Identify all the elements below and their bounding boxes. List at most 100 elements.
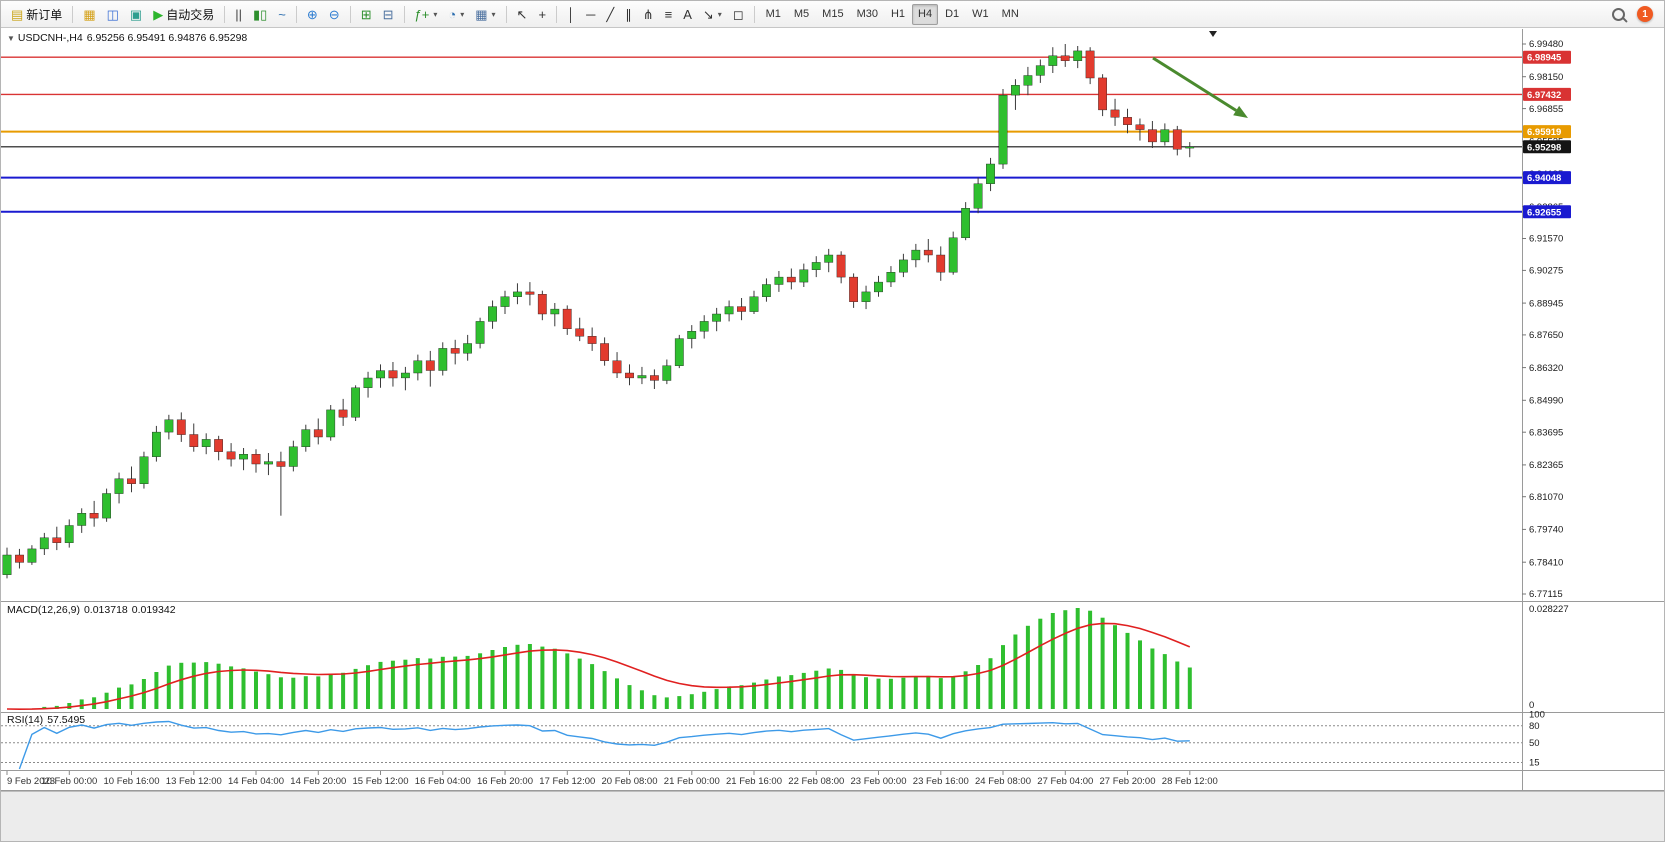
cascade-windows-icon[interactable]: ⊟: [378, 4, 399, 25]
rsi-scale-label: 100: [1529, 710, 1545, 721]
fibonacci-tool-icon[interactable]: ≡: [660, 4, 678, 25]
channel-tool-icon[interactable]: ∥: [620, 4, 637, 25]
macd-histogram-bar: [1088, 610, 1093, 709]
macd-histogram-bar: [403, 659, 408, 709]
macd-histogram-bar: [988, 658, 993, 709]
timeframe-h1[interactable]: H1: [890, 8, 906, 20]
chart-symbol-period: USDCNH-,H4: [17, 32, 83, 44]
bull-candle: [1185, 146, 1195, 149]
timeframe-m1[interactable]: M1: [765, 8, 781, 20]
horizontal-line-tool-icon[interactable]: ─: [581, 4, 600, 25]
text-tool-icon[interactable]: A: [678, 4, 697, 25]
shapes-tool-icon[interactable]: ◻: [728, 4, 749, 25]
zoom-out-icon[interactable]: ⊖: [324, 4, 345, 25]
chart-menu-toggle-icon[interactable]: ▼: [7, 34, 15, 43]
price-axis-label: 6.99480: [1529, 39, 1563, 50]
macd-histogram-bar: [478, 653, 483, 709]
navigator-icon[interactable]: ▣: [125, 4, 147, 25]
zoom-in-icon[interactable]: ⊕: [302, 4, 323, 25]
time-axis-label: 24 Feb 08:00: [975, 776, 1031, 787]
bar-chart-icon[interactable]: ||: [230, 4, 247, 25]
macd-histogram-bar: [79, 699, 84, 709]
chart-shift-marker[interactable]: [1209, 31, 1217, 37]
timeframe-m5[interactable]: M5: [793, 8, 810, 20]
time-axis-label: 14 Feb 04:00: [228, 776, 284, 787]
notification-badge[interactable]: 1: [1637, 6, 1653, 22]
market-watch-icon[interactable]: ◫: [102, 4, 124, 25]
toolbar-buttons: ▤ 新订单 ▦ ◫ ▣ ▶ 自动交易 || ▮▯ ~ ⊕ ⊖ ⊞ ⊟ ƒ+ ▾ ◔ ▾ ▦ ▾ ↖ + │ ─ ╱ ∥ ⋔ ≡ A ↘ ▾ ◻…: [6, 3, 1025, 25]
indicators-add-icon[interactable]: ƒ+ ▾: [410, 4, 443, 25]
trendline-tool-icon[interactable]: ╱: [601, 4, 619, 25]
macd-histogram-bar: [565, 653, 570, 709]
fibonacci-tool-icon: ≡: [664, 6, 673, 22]
timeframe-mn[interactable]: MN: [1001, 8, 1019, 20]
periodicity-icon[interactable]: ◔ ▾: [443, 4, 469, 25]
arrows-tool-icon[interactable]: ↘ ▾: [698, 4, 727, 25]
line-chart-icon[interactable]: ~: [273, 4, 291, 25]
chart-ohlc-values: 6.95256 6.95491 6.94876 6.95298: [86, 32, 248, 44]
cursor-tool-icon: ↖: [516, 6, 528, 22]
pitchfork-tool-icon[interactable]: ⋔: [638, 4, 659, 25]
time-axis-label: 27 Feb 20:00: [1100, 776, 1156, 787]
macd-histogram-bar: [1013, 634, 1018, 709]
arrows-tool-icon-caret[interactable]: ▾: [717, 9, 722, 19]
rsi-name: RSI(14): [7, 714, 44, 726]
pitchfork-tool-icon: ⋔: [642, 6, 654, 22]
chart-template-icon-caret[interactable]: ▾: [491, 9, 496, 19]
macd-histogram-bar: [204, 662, 209, 709]
macd-histogram-bar: [727, 686, 732, 709]
macd-histogram-bar: [154, 672, 159, 709]
bull-candle: [824, 254, 834, 263]
candlestick-chart-icon[interactable]: ▮▯: [248, 4, 272, 25]
bull-candle: [102, 493, 112, 519]
macd-histogram-bar: [1025, 625, 1030, 709]
bull-candle: [114, 478, 124, 494]
periodicity-icon-caret[interactable]: ▾: [460, 9, 465, 19]
bull-candle: [749, 296, 759, 312]
trend-arrow-head[interactable]: [1233, 105, 1248, 118]
bear-candle: [625, 372, 634, 379]
annotations-layer[interactable]: [1152, 31, 1248, 118]
time-axis-label: 14 Feb 20:00: [290, 776, 346, 787]
vertical-line-tool-icon[interactable]: │: [562, 4, 580, 25]
search-icon[interactable]: [1612, 7, 1625, 21]
macd-histogram-bar: [166, 665, 171, 709]
indicators-add-icon-caret[interactable]: ▾: [433, 9, 438, 19]
trend-arrow[interactable]: [1152, 56, 1238, 112]
price-axis-label: 6.77115: [1529, 589, 1563, 600]
new-order-button[interactable]: ▤ 新订单: [6, 4, 67, 25]
zoom-out-icon: ⊖: [328, 6, 340, 22]
timeframe-w1[interactable]: W1: [972, 8, 989, 20]
macd-histogram-bar: [229, 666, 234, 709]
timeframe-m30[interactable]: M30: [856, 8, 878, 20]
level-lines[interactable]: [1, 56, 1522, 213]
macd-histogram-bar: [652, 695, 657, 709]
algo-trading-button[interactable]: ▶ 自动交易: [148, 4, 219, 25]
bull-candle: [687, 331, 697, 339]
bull-candle: [961, 208, 971, 239]
macd-histogram-bar: [104, 692, 109, 709]
timeframe-h4[interactable]: H4: [912, 3, 939, 25]
macd-histogram-bar: [278, 677, 283, 709]
price-axis[interactable]: 6.994806.981506.968556.955256.941956.928…: [1522, 39, 1571, 769]
bull-candle: [762, 284, 771, 298]
tile-windows-icon[interactable]: ⊞: [356, 4, 377, 25]
cursor-tool-icon[interactable]: ↖: [512, 4, 533, 25]
price-axis-label: 6.90275: [1529, 266, 1563, 277]
bull-candle: [998, 94, 1008, 165]
macd-histogram-bar: [602, 671, 607, 709]
bull-candle: [1073, 50, 1083, 61]
time-axis-label: 22 Feb 08:00: [788, 776, 844, 787]
indicators-add-icon: ƒ+: [414, 6, 430, 22]
timeframe-m15[interactable]: M15: [822, 8, 844, 20]
bull-candle: [239, 454, 248, 460]
charts-window-icon[interactable]: ▦: [78, 4, 100, 25]
crosshair-tool-icon[interactable]: +: [533, 4, 551, 25]
macd-histogram-bar: [938, 678, 943, 709]
bull-candle: [413, 360, 423, 374]
macd-histogram-bar: [664, 697, 669, 709]
chart-template-icon[interactable]: ▦ ▾: [470, 4, 500, 25]
timeframe-d1[interactable]: D1: [945, 8, 960, 20]
